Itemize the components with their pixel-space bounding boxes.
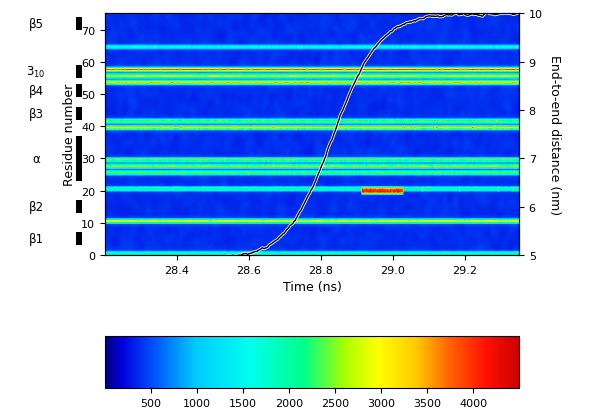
Text: β2: β2 xyxy=(28,201,44,214)
Text: 3$_{10}$: 3$_{10}$ xyxy=(26,65,46,80)
Y-axis label: End-to-end distance (nm): End-to-end distance (nm) xyxy=(548,55,561,215)
Text: β1: β1 xyxy=(28,233,44,246)
Text: β4: β4 xyxy=(28,85,44,98)
Text: α: α xyxy=(32,152,40,166)
Y-axis label: Residue number: Residue number xyxy=(62,84,76,186)
X-axis label: Time (ns): Time (ns) xyxy=(283,280,341,294)
Text: β3: β3 xyxy=(28,107,43,121)
Text: β5: β5 xyxy=(28,18,43,31)
